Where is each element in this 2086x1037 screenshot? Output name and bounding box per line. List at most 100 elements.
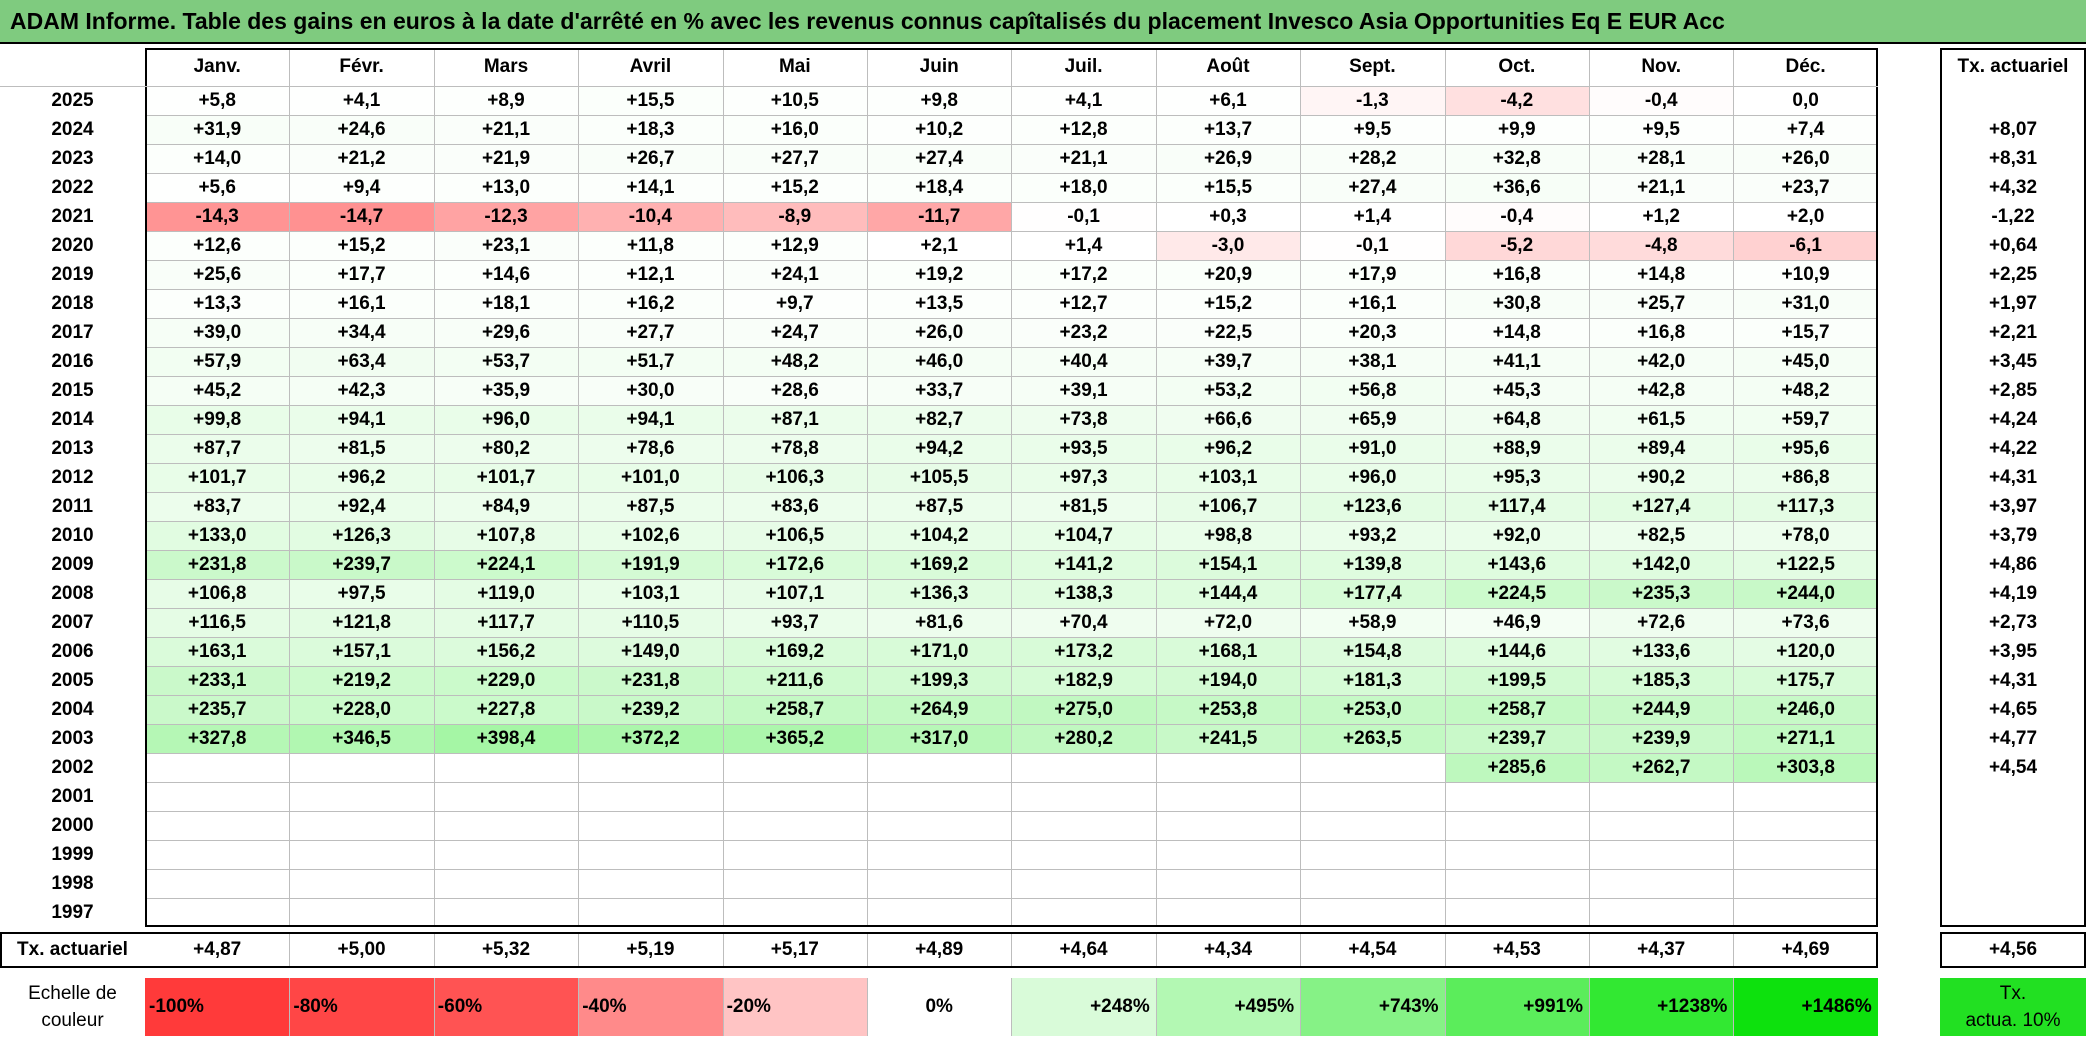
heatmap-cell: +14,1 — [578, 173, 723, 202]
heatmap-cell: +20,9 — [1155, 260, 1301, 289]
heatmap-cell: +93,5 — [1011, 434, 1156, 463]
heatmap-cell: +275,0 — [1011, 695, 1156, 724]
rate-cell — [1940, 782, 2086, 811]
heatmap-cell: +26,7 — [578, 144, 723, 173]
year-label: 2012 — [51, 466, 94, 488]
heatmap-cell: +107,8 — [433, 521, 579, 550]
heatmap-cell: +95,3 — [1444, 463, 1589, 492]
heatmap-cell: +2,0 — [1733, 202, 1878, 231]
summary-cell: +4,37 — [1637, 939, 1686, 960]
heatmap-cell — [867, 811, 1011, 840]
heatmap-cell: +239,2 — [578, 695, 723, 724]
heatmap-cell: +21,9 — [433, 144, 579, 173]
heatmap-cell: +25,7 — [1589, 289, 1734, 318]
heatmap-cell: +27,7 — [578, 318, 723, 347]
heatmap-cell — [289, 753, 433, 782]
year-label: 2001 — [51, 785, 94, 807]
heatmap-cell — [1011, 869, 1155, 898]
heatmap-cell: +26,0 — [1733, 144, 1878, 173]
heatmap-cell: +271,1 — [1733, 724, 1878, 753]
heatmap-cell: +96,0 — [1300, 463, 1445, 492]
heatmap-cell — [1156, 782, 1300, 811]
heatmap-cell: +16,1 — [289, 289, 434, 318]
scale-divider — [1589, 978, 1590, 1036]
heatmap-cell: +327,8 — [145, 724, 290, 753]
heatmap-cell: +25,6 — [145, 260, 290, 289]
rate-scale-swatch: Tx. actua. 10% — [1940, 978, 2086, 1036]
column-gridline — [1300, 48, 1302, 927]
heatmap-cell: +15,5 — [578, 86, 723, 115]
year-label: 2002 — [51, 756, 94, 778]
heatmap-cell: +181,3 — [1300, 666, 1445, 695]
scale-divider — [433, 978, 435, 1036]
heatmap-cell: +92,4 — [289, 492, 434, 521]
heatmap-cell: +72,0 — [1155, 608, 1301, 637]
year-label: 2023 — [51, 147, 94, 169]
heatmap-cell — [1011, 898, 1155, 927]
heatmap-cell: +117,3 — [1733, 492, 1878, 521]
color-scale-label-line: couleur — [41, 1010, 104, 1031]
heatmap-cell: +194,0 — [1155, 666, 1301, 695]
rate-cell: +4,31 — [1988, 669, 2038, 691]
rate-cell: +4,86 — [1988, 553, 2038, 575]
heatmap-cell: +104,2 — [867, 521, 1012, 550]
heatmap-cell: +31,9 — [145, 115, 290, 144]
heatmap-cell: +365,2 — [722, 724, 867, 753]
rate-cell: +4,54 — [1988, 756, 2038, 778]
heatmap-cell: +253,8 — [1155, 695, 1301, 724]
heatmap-cell — [723, 898, 867, 927]
heatmap-cell: +142,0 — [1589, 550, 1734, 579]
heatmap-cell — [1300, 869, 1444, 898]
heatmap-cell: +123,6 — [1300, 492, 1445, 521]
heatmap-cell: +14,8 — [1444, 318, 1589, 347]
heatmap-cell — [145, 898, 289, 927]
heatmap-cell: +87,5 — [867, 492, 1012, 521]
heatmap-cell: +38,1 — [1300, 347, 1445, 376]
heatmap-cell: +239,7 — [289, 550, 434, 579]
heatmap-cell: +103,1 — [1155, 463, 1301, 492]
heatmap-cell: +13,5 — [867, 289, 1012, 318]
column-gridline — [1155, 48, 1157, 927]
summary-gridline — [433, 934, 435, 966]
heatmap-cell: +173,2 — [1011, 637, 1156, 666]
summary-cell: +4,89 — [915, 939, 964, 960]
heatmap-cell: +90,2 — [1589, 463, 1734, 492]
rate-cell: +4,24 — [1988, 408, 2038, 430]
heatmap-cell: +35,9 — [433, 376, 579, 405]
column-header: Mars — [483, 56, 529, 77]
column-header: Févr. — [339, 56, 384, 77]
year-label: 2025 — [51, 89, 94, 111]
heatmap-cell — [578, 782, 722, 811]
heatmap-cell: +83,6 — [722, 492, 867, 521]
heatmap-cell: +9,5 — [1589, 115, 1734, 144]
heatmap-cell: +94,1 — [289, 405, 434, 434]
heatmap-cell — [867, 869, 1011, 898]
year-label: 2020 — [51, 234, 94, 256]
heatmap-cell: +12,6 — [145, 231, 290, 260]
heatmap-cell: +136,3 — [867, 579, 1012, 608]
heatmap-cell: +97,5 — [289, 579, 434, 608]
heatmap-cell: +19,2 — [867, 260, 1012, 289]
scale-divider — [867, 978, 868, 1036]
summary-cell: +4,69 — [1781, 939, 1830, 960]
rate-scale-label-line: actua. 10% — [1965, 1010, 2061, 1031]
heatmap-cell — [145, 811, 289, 840]
heatmap-cell: +64,8 — [1444, 405, 1589, 434]
heatmap-cell: +2,1 — [867, 231, 1012, 260]
heatmap-cell: +93,7 — [722, 608, 867, 637]
heatmap-cell: +39,1 — [1011, 376, 1156, 405]
heatmap-cell: +172,6 — [722, 550, 867, 579]
rate-cell: +8,31 — [1988, 147, 2038, 169]
heatmap-cell — [578, 869, 722, 898]
heatmap-cell: -14,3 — [145, 202, 290, 231]
heatmap-cell — [145, 753, 289, 782]
heatmap-cell — [145, 840, 289, 869]
heatmap-cell: +9,9 — [1444, 115, 1589, 144]
heatmap-cell: +1,4 — [1300, 202, 1445, 231]
year-label: 2003 — [51, 727, 94, 749]
heatmap-cell: +87,7 — [145, 434, 290, 463]
color-scale-swatch: +1238% — [1589, 978, 1734, 1036]
column-gridline — [289, 48, 291, 927]
heatmap-cell — [289, 840, 433, 869]
heatmap-cell — [289, 898, 433, 927]
